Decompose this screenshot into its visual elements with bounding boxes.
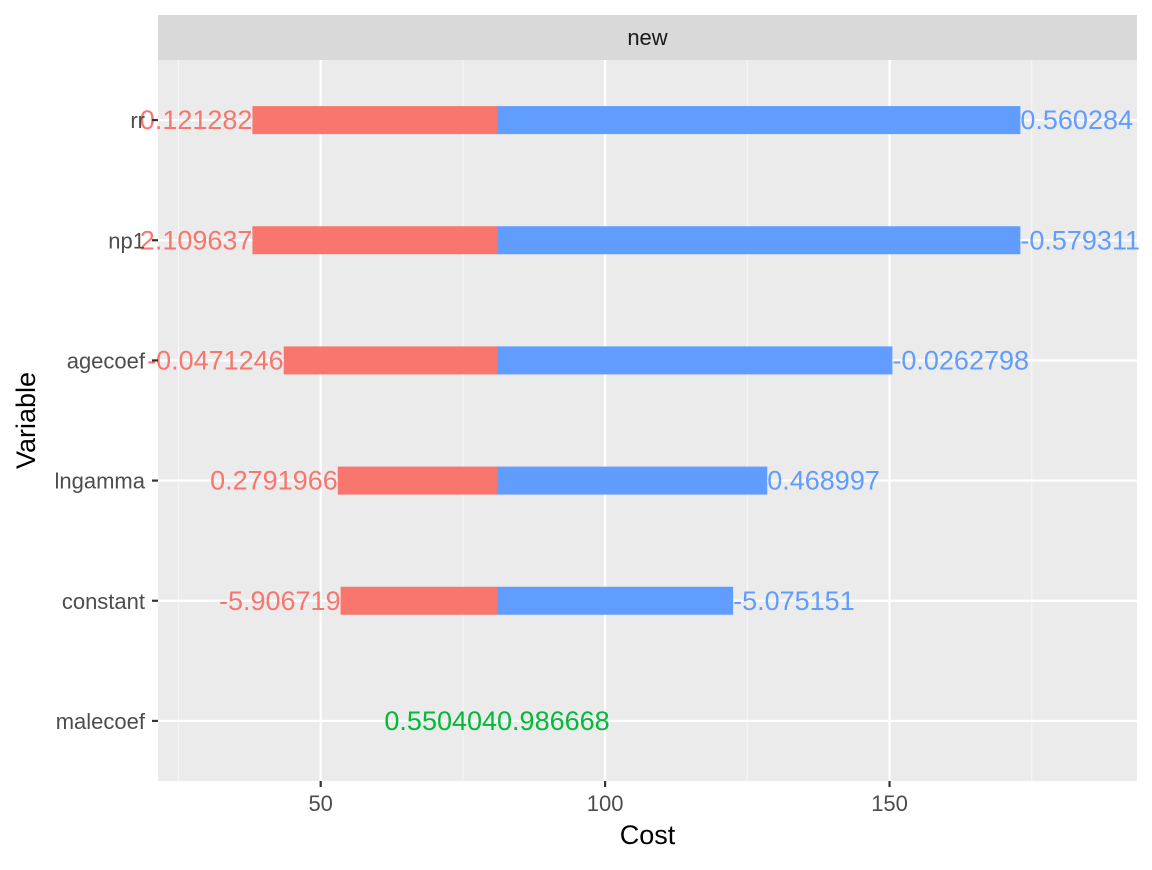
low-value-label-constant: -5.906719: [219, 586, 341, 616]
low-value-label-rr: 0.121282: [140, 105, 253, 135]
facet-strip: [158, 15, 1137, 60]
x-axis-title: Cost: [620, 820, 676, 850]
x-tick-label: 100: [587, 791, 624, 816]
high-value-label-np1: -0.579311: [1020, 225, 1140, 255]
x-tick-label: 50: [308, 791, 332, 816]
high-value-label-constant: -5.075151: [733, 586, 855, 616]
plot-panel: [158, 60, 1137, 781]
x-tick-label: 150: [871, 791, 908, 816]
high-bar-rr: [497, 106, 1021, 135]
low-value-label-lngamma: 0.2791966: [210, 466, 338, 496]
low-value-label-malecoef: 0.550404: [384, 706, 497, 736]
high-value-label-agecoef: -0.0262798: [892, 345, 1029, 375]
high-bar-np1: [497, 226, 1021, 255]
high-bar-agecoef: [497, 346, 893, 375]
high-value-label-lngamma: 0.468997: [767, 466, 880, 496]
y-tick-label: malecoef: [56, 709, 146, 734]
high-value-label-rr: 0.560284: [1020, 105, 1133, 135]
low-bar-rr: [252, 106, 498, 135]
data-label-layer: 0.121282 0.560284 2.109637 -0.579311 -0.0471…: [140, 105, 1140, 736]
y-tick-label: constant: [62, 589, 145, 614]
high-value-label-malecoef: 0.986668: [497, 706, 610, 736]
bar-layer: [252, 106, 1021, 615]
low-bar-agecoef: [283, 346, 498, 375]
y-tick-label: agecoef: [67, 348, 146, 373]
low-value-label-agecoef: -0.0471246: [147, 345, 284, 375]
low-value-label-np1: 2.109637: [140, 225, 253, 255]
y-tick-label: lngamma: [55, 469, 146, 494]
high-bar-constant: [497, 586, 734, 615]
y-axis-title: Variable: [11, 372, 41, 469]
low-bar-np1: [252, 226, 498, 255]
low-bar-lngamma: [337, 466, 498, 495]
facet-strip-label: new: [627, 25, 667, 50]
axis-layer: rr np1 agecoef lngamma constant malecoef 50 100…: [55, 108, 908, 816]
y-tick-label: rr: [130, 108, 145, 133]
high-bar-lngamma: [497, 466, 768, 495]
y-tick-label: np1: [108, 228, 145, 253]
low-bar-constant: [340, 586, 498, 615]
